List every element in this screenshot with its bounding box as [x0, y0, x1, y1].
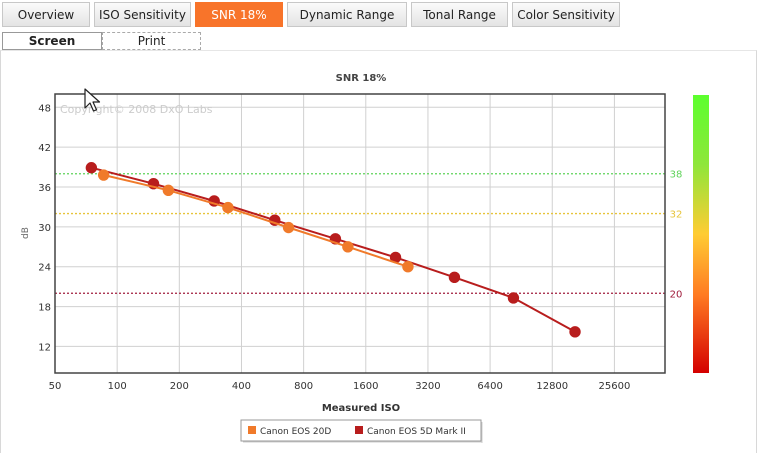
tab-dynamic-range[interactable]: Dynamic Range [287, 2, 407, 27]
legend-swatch-20d [248, 426, 256, 434]
tab-tonal-range[interactable]: Tonal Range [411, 2, 508, 27]
legend-label-20d: Canon EOS 20D [260, 427, 331, 437]
legend: Canon EOS 20D Canon EOS 5D Mark II [240, 419, 483, 443]
x-tick-label: 50 [49, 381, 62, 392]
x-tick-label: 12800 [536, 381, 568, 392]
reference-line-label: 20 [670, 289, 683, 300]
data-point[interactable] [85, 162, 98, 174]
snr-color-scale [693, 95, 709, 373]
x-tick-label: 400 [232, 381, 251, 392]
snr-chart: SNR 18% 50 100 200 400 800 1600 3200 6400 12800 2… [21, 73, 709, 443]
data-point[interactable] [507, 292, 520, 304]
tab-overview[interactable]: Overview [2, 2, 90, 27]
reference-line-label: 38 [670, 170, 683, 181]
series-line [103, 174, 409, 268]
x-tick-label: 6400 [477, 381, 502, 392]
x-tick-label: 200 [170, 381, 189, 392]
data-point[interactable] [342, 241, 354, 253]
x-axis-label: Measured ISO [322, 403, 400, 414]
view-mode-toggle: Screen Print [0, 31, 758, 51]
x-tick-label: 100 [108, 381, 127, 392]
tab-snr-18[interactable]: SNR 18% [195, 2, 283, 27]
subtab-screen[interactable]: Screen [2, 32, 102, 50]
data-point[interactable] [448, 271, 461, 284]
data-point[interactable] [162, 184, 175, 197]
x-tick-label: 800 [294, 381, 313, 392]
data-point[interactable] [97, 169, 110, 181]
y-axis-label: dB [21, 227, 31, 239]
chart-panel [0, 50, 757, 453]
y-tick-label: 24 [38, 263, 51, 274]
mouse-pointer-icon [84, 88, 101, 112]
data-point[interactable] [569, 326, 581, 338]
y-tick-label: 30 [38, 223, 51, 234]
y-tick-label: 42 [38, 143, 51, 154]
y-tick-label: 48 [38, 103, 51, 114]
data-point[interactable] [402, 261, 414, 273]
tab-color-sensitivity[interactable]: Color Sensitivity [512, 2, 620, 27]
plot-frame [54, 93, 666, 374]
x-tick-label: 1600 [353, 381, 378, 392]
copyright-watermark: Copyright© 2008 DxO Labs [60, 103, 213, 116]
data-point[interactable] [222, 201, 234, 214]
reference-line-label: 32 [670, 210, 683, 221]
tab-bar: Overview ISO Sensitivity SNR 18% Dynamic… [0, 0, 758, 30]
chart-title: SNR 18% [336, 73, 387, 84]
y-tick-label: 12 [38, 342, 51, 353]
tab-iso-sensitivity[interactable]: ISO Sensitivity [94, 2, 191, 27]
legend-swatch-5d-mark-ii [355, 426, 363, 434]
x-tick-label: 25600 [599, 381, 631, 392]
x-tick-label: 3200 [415, 381, 440, 392]
subtab-print[interactable]: Print [102, 32, 201, 50]
data-point[interactable] [282, 221, 295, 234]
y-tick-label: 18 [38, 303, 51, 314]
legend-label-5d-mark-ii: Canon EOS 5D Mark II [367, 427, 466, 437]
y-tick-label: 36 [38, 183, 51, 194]
